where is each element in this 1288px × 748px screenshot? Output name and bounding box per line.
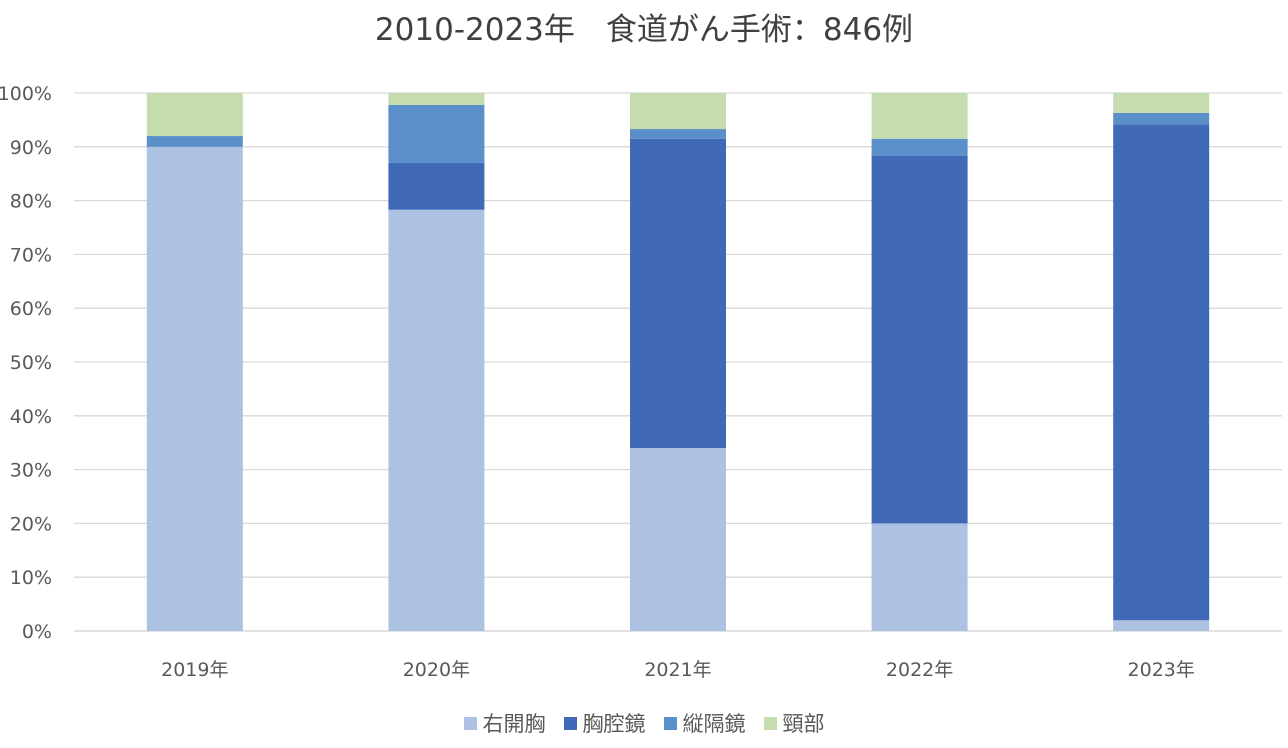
- x-tick-label: 2019年: [161, 659, 228, 681]
- y-tick-label: 0%: [22, 621, 52, 643]
- y-tick-label: 30%: [10, 460, 52, 482]
- bar-segment: [1113, 124, 1210, 621]
- y-tick-label: 100%: [0, 83, 52, 105]
- legend-label: 縦隔鏡: [682, 712, 746, 736]
- bar-segment: [388, 93, 485, 105]
- x-tick-label: 2022年: [886, 659, 953, 681]
- legend-swatch: [563, 716, 577, 730]
- bar-segment: [388, 104, 485, 163]
- bar-segment: [871, 138, 968, 156]
- y-tick-label: 40%: [10, 406, 52, 428]
- legend-item: 右開胸: [463, 708, 546, 738]
- y-tick-label: 20%: [10, 513, 52, 535]
- bar-segment: [1113, 620, 1210, 631]
- y-tick-label: 70%: [10, 244, 52, 266]
- bar-segment: [630, 129, 726, 139]
- legend-item: 縦隔鏡: [663, 708, 746, 738]
- x-tick-label: 2021年: [644, 659, 711, 681]
- bar-segment: [1113, 112, 1210, 125]
- legend-item: 頸部: [763, 708, 825, 738]
- chart-title: 2010-2023年 食道がん手術：846例: [374, 12, 914, 48]
- x-tick-label: 2023年: [1128, 659, 1195, 681]
- bar-segment: [388, 209, 485, 631]
- bar-segment: [388, 162, 485, 210]
- bar-segment: [871, 93, 968, 139]
- bar-segment: [630, 448, 726, 631]
- bar-segment: [630, 138, 726, 449]
- y-tick-label: 80%: [10, 191, 52, 213]
- y-tick-label: 10%: [10, 567, 52, 589]
- chart-plot: 0% 10% 20% 30% 40% 50% 60% 70% 80% 90% 100% 2019年 20…: [0, 83, 1282, 681]
- legend-swatch: [663, 716, 677, 730]
- bar-segment: [146, 146, 243, 632]
- legend-label: 頸部: [782, 712, 825, 736]
- x-tick-label: 2020年: [403, 659, 470, 681]
- bar-segment: [630, 93, 726, 130]
- legend-label: 右開胸: [482, 712, 546, 736]
- legend-swatch: [463, 716, 477, 730]
- legend-swatch: [763, 716, 777, 730]
- bar-segment: [871, 155, 968, 524]
- legend-item: 胸腔鏡: [563, 708, 646, 738]
- bar-segment: [1113, 93, 1210, 113]
- bar-segment: [871, 523, 968, 631]
- bar-segment: [146, 93, 243, 137]
- y-tick-label: 60%: [10, 298, 52, 320]
- chart-legend: 右開胸 胸腔鏡 縦隔鏡 頸部: [0, 708, 1288, 738]
- bar-segment: [146, 136, 243, 147]
- y-tick-label: 90%: [10, 137, 52, 159]
- legend-label: 胸腔鏡: [582, 712, 646, 736]
- y-tick-label: 50%: [10, 352, 52, 374]
